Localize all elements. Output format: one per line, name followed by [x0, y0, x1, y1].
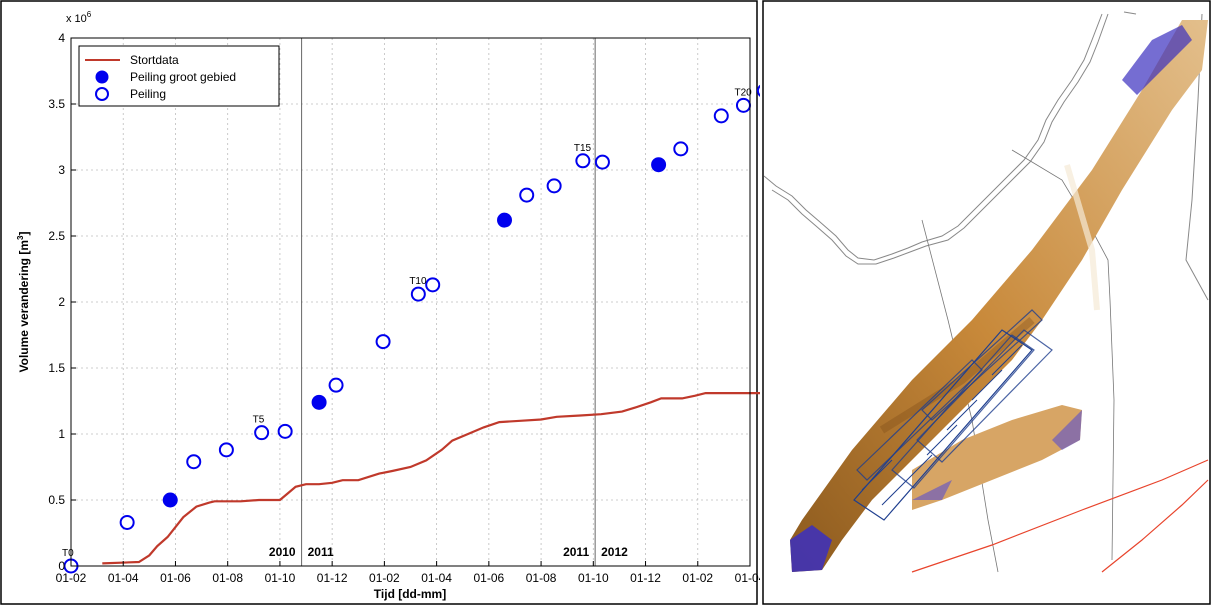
y-tick-label: 4	[58, 31, 65, 45]
volume-chart: 2010 2011 2011 2012 T0 T5 T10 T15 T20 01-02 01-0…	[0, 0, 818, 605]
y-tick-label: 0	[58, 559, 65, 573]
legend-box	[78, 45, 280, 107]
x-tick-label: 01-10	[265, 571, 296, 585]
legend-label-peiling-groot: Peiling groot gebied	[130, 70, 236, 84]
red-route-lines	[911, 459, 1209, 573]
year-label-right: 2011	[308, 545, 334, 559]
legend: Stortdata Peiling groot gebied Peiling	[78, 45, 280, 107]
x-tick-label: 01-06	[160, 571, 191, 585]
y-tick-label: 1	[58, 427, 65, 441]
point-peiling	[186, 454, 202, 470]
point-peiling-groot-gebied	[162, 492, 178, 508]
x-tick-label: 01-04	[735, 571, 760, 585]
y-tick-label: 3	[58, 163, 65, 177]
x-tick-label: 01-08	[526, 571, 557, 585]
y-axis-label: Volume verandering [m3]	[16, 232, 31, 373]
data-layer: T0 T5 T10 T15 T20	[62, 83, 772, 574]
y-multiplier: x 106	[66, 10, 92, 25]
point-peiling	[594, 154, 610, 170]
boundary-lines	[921, 149, 1115, 573]
y-tick-label: 2.5	[48, 229, 65, 243]
point-peiling	[546, 178, 562, 194]
survey-grid	[853, 309, 1053, 521]
legend-filled-marker	[95, 70, 109, 84]
point-peiling	[735, 97, 751, 113]
annotation-label: T0	[62, 548, 74, 559]
plot-area-border	[70, 37, 751, 567]
point-peiling	[410, 286, 426, 302]
point-peiling	[254, 425, 270, 441]
year-lines: 2010 2011 2011 2012	[269, 38, 628, 566]
y-tick-label: 3.5	[48, 97, 65, 111]
point-peiling-groot-gebied	[651, 157, 667, 173]
point-peiling	[756, 83, 772, 99]
point-peiling	[375, 334, 391, 350]
point-peiling	[277, 423, 293, 439]
x-tick-label: 01-04	[108, 571, 139, 585]
bathymetry-map	[762, 0, 1211, 605]
point-peiling-groot-gebied	[497, 212, 513, 228]
legend-label-peiling: Peiling	[130, 87, 166, 101]
grid-layer	[71, 38, 750, 566]
map-panel	[762, 0, 1212, 607]
point-peiling	[218, 442, 234, 458]
y-tick-label: 1.5	[48, 361, 65, 375]
year-label-left: 2011	[563, 545, 589, 559]
point-peiling	[673, 141, 689, 157]
series-line-stortdata	[102, 392, 766, 565]
point-peiling	[575, 153, 591, 169]
x-tick-label: 01-02	[56, 571, 87, 585]
y-tick-label: 2	[58, 295, 65, 309]
x-tick-label: 01-02	[682, 571, 713, 585]
x-tick-label: 01-12	[630, 571, 661, 585]
legend-label-stortdata: Stortdata	[130, 53, 179, 67]
x-tick-label: 01-10	[578, 571, 609, 585]
x-tick-label: 01-08	[212, 571, 243, 585]
y-tick-label: 0.5	[48, 493, 65, 507]
x-axis-label: Tijd [dd-mm]	[374, 587, 446, 601]
point-peiling	[119, 514, 135, 530]
annotation-label: T20	[734, 87, 752, 98]
annotation-label: T5	[253, 415, 265, 426]
annotation-label: T10	[409, 276, 427, 287]
point-peiling	[328, 377, 344, 393]
point-peiling	[425, 277, 441, 293]
point-peiling	[519, 187, 535, 203]
year-label-right: 2012	[601, 545, 628, 559]
chart-panel: 2010 2011 2011 2012 T0 T5 T10 T15 T20 01-02 01-0…	[0, 0, 818, 605]
x-tick-label: 01-04	[421, 571, 452, 585]
annotation-label: T15	[574, 143, 592, 154]
point-peiling	[713, 108, 729, 124]
legend-hollow-marker	[95, 87, 109, 101]
x-tick-label: 01-02	[369, 571, 400, 585]
x-tick-label: 01-06	[473, 571, 504, 585]
year-label-left: 2010	[269, 545, 296, 559]
x-tick-label: 01-12	[317, 571, 348, 585]
point-peiling-groot-gebied	[311, 394, 327, 410]
